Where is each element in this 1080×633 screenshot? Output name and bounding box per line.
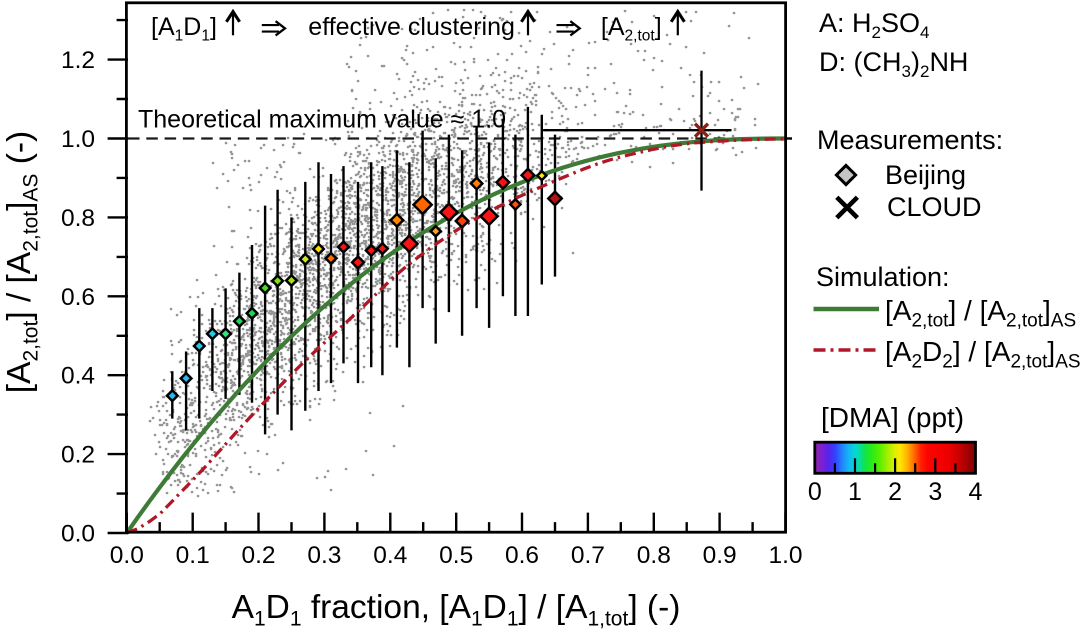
svg-text:[A2,tot​]: [A2,tot​] — [601, 13, 662, 45]
svg-text:[A2​D2​] / [A2,tot​]AS​: [A2​D2​] / [A2,tot​]AS​ — [885, 336, 1080, 372]
svg-text:0.9: 0.9 — [703, 542, 737, 569]
svg-text:0.1: 0.1 — [176, 542, 210, 569]
svg-text:[A2,tot​] / [A2,tot​]AS​ (-): [A2,tot​] / [A2,tot​]AS​ (-) — [1, 131, 43, 393]
svg-text:0.4: 0.4 — [61, 363, 95, 390]
svg-text:0.6: 0.6 — [61, 284, 95, 311]
svg-text:[A2,tot​] / [A2,tot​]AS​: [A2,tot​] / [A2,tot​]AS​ — [885, 295, 1076, 331]
svg-text:0.2: 0.2 — [241, 542, 275, 569]
svg-text:Simulation:: Simulation: — [816, 262, 950, 292]
svg-text:1: 1 — [848, 478, 862, 506]
svg-text:0.5: 0.5 — [439, 542, 473, 569]
svg-text:0.3: 0.3 — [307, 542, 341, 569]
svg-text:CLOUD: CLOUD — [887, 192, 982, 222]
svg-text:A1​D1​ fraction, [A1​D1​] / [A: A1​D1​ fraction, [A1​D1​] / [A1,tot​] (-… — [232, 589, 681, 631]
svg-text:0.2: 0.2 — [61, 442, 95, 469]
svg-text:Theoretical maximum value ≈ 1.: Theoretical maximum value ≈ 1.0 — [138, 106, 506, 134]
svg-text:1.2: 1.2 — [61, 47, 95, 74]
svg-text:4: 4 — [969, 478, 983, 506]
svg-text:1.0: 1.0 — [61, 126, 95, 153]
svg-text:effective clustering: effective clustering — [308, 13, 515, 41]
svg-text:0.0: 0.0 — [61, 521, 95, 548]
svg-text:3: 3 — [928, 478, 942, 506]
svg-text:A: H2​SO4​: A: H2​SO4​ — [819, 8, 929, 42]
svg-text:0.4: 0.4 — [373, 542, 407, 569]
svg-text:0.8: 0.8 — [637, 542, 671, 569]
svg-text:0.7: 0.7 — [571, 542, 605, 569]
svg-text:0: 0 — [808, 478, 822, 506]
svg-text:[DMA] (ppt): [DMA] (ppt) — [821, 402, 964, 433]
svg-text:1.0: 1.0 — [768, 542, 802, 569]
svg-text:D: (CH3​)2​NH: D: (CH3​)2​NH — [819, 47, 968, 81]
svg-text:2: 2 — [888, 478, 902, 506]
svg-text:Measurements:: Measurements: — [817, 125, 1003, 155]
svg-text:Beijing: Beijing — [885, 160, 966, 190]
svg-text:0.8: 0.8 — [61, 205, 95, 232]
svg-text:0.0: 0.0 — [110, 542, 144, 569]
svg-text:[A1​D1​]: [A1​D1​] — [151, 13, 217, 45]
svg-text:0.6: 0.6 — [505, 542, 539, 569]
